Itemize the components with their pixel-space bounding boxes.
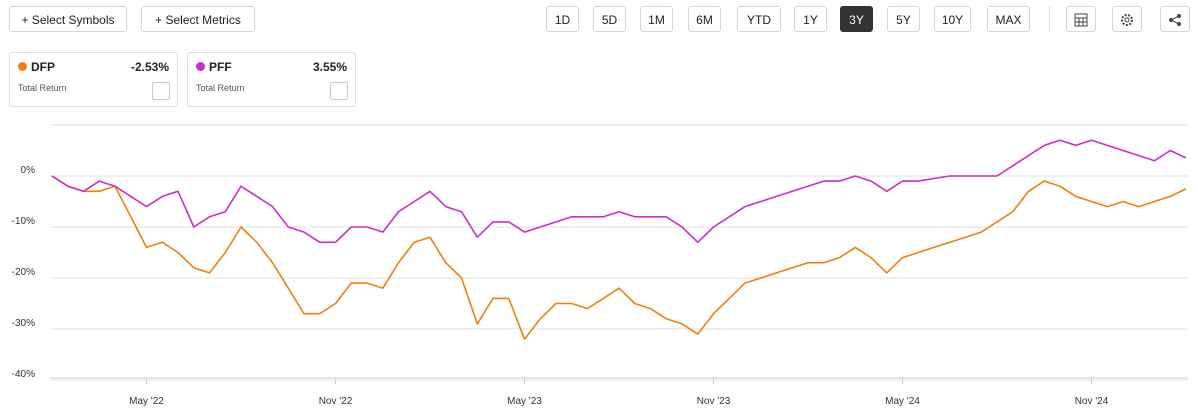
range-button[interactable]: 6M — [688, 6, 721, 32]
legend-value: -2.53% — [130, 60, 169, 74]
separator — [1049, 6, 1050, 32]
chart-icon-button[interactable] — [152, 82, 170, 100]
range-button[interactable]: 1Y — [794, 6, 827, 32]
share-icon — [1169, 14, 1181, 26]
table-button[interactable] — [1066, 6, 1096, 32]
legend-card: DFP -2.53% Total Return — [9, 52, 178, 107]
legend-dot — [18, 62, 27, 71]
legend-name: DFP — [31, 60, 55, 74]
legend-dot — [196, 62, 205, 71]
y-tick-label: -40% — [12, 369, 35, 380]
y-tick-label: -20% — [12, 267, 35, 278]
chart-icon-button[interactable] — [330, 82, 348, 100]
range-button[interactable]: YTD — [737, 6, 781, 32]
range-button[interactable]: MAX — [987, 6, 1030, 32]
x-tick-label: Nov '22 — [319, 396, 353, 407]
x-tick-label: May '23 — [507, 396, 542, 407]
range-button[interactable]: 1M — [640, 6, 673, 32]
y-tick-label: 0% — [21, 165, 36, 176]
x-tick-label: May '22 — [129, 396, 164, 407]
range-button[interactable]: 10Y — [934, 6, 971, 32]
legend-card: PFF 3.55% Total Return — [187, 52, 356, 107]
y-tick-label: -30% — [12, 318, 35, 329]
legend-sub: Total Return — [196, 83, 245, 93]
y-tick-label: -10% — [12, 216, 35, 227]
x-tick-label: May '24 — [885, 396, 920, 407]
series-line — [51, 175, 1187, 340]
table-icon — [1074, 13, 1088, 27]
legend-sub: Total Return — [18, 83, 67, 93]
range-button[interactable]: 5D — [593, 6, 626, 32]
select-button[interactable]: + Select Symbols — [9, 6, 127, 32]
settings-button[interactable] — [1112, 6, 1142, 32]
legend-name: PFF — [209, 60, 232, 74]
gear-icon — [1121, 14, 1133, 26]
legend-value: 3.55% — [312, 60, 347, 74]
series-line — [51, 139, 1187, 244]
share-button[interactable] — [1160, 6, 1190, 32]
select-button[interactable]: + Select Metrics — [141, 6, 255, 32]
x-tick-label: Nov '23 — [697, 396, 731, 407]
x-tick-label: Nov '24 — [1075, 396, 1109, 407]
range-button[interactable]: 3Y — [840, 6, 873, 32]
range-button[interactable]: 1D — [546, 6, 579, 32]
range-button[interactable]: 5Y — [887, 6, 920, 32]
